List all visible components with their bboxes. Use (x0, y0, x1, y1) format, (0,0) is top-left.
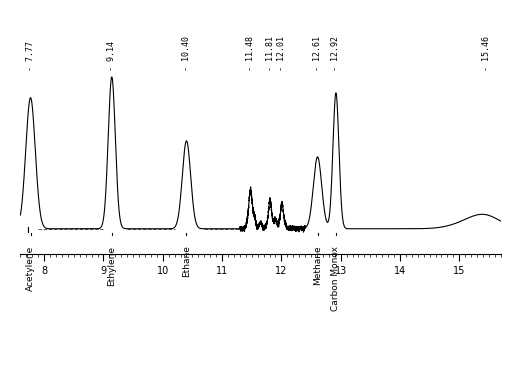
Text: - 11.81: - 11.81 (266, 36, 274, 71)
Text: - 12.92: - 12.92 (332, 36, 340, 71)
Text: Carbon Monox: Carbon Monox (332, 245, 340, 310)
Text: - 15.46: - 15.46 (482, 36, 491, 71)
Text: - 7.77: - 7.77 (26, 40, 35, 71)
Text: Acetylene: Acetylene (26, 245, 35, 291)
Text: Ethylene: Ethylene (107, 245, 117, 285)
Text: - 12.61: - 12.61 (313, 36, 322, 71)
Text: - 12.01: - 12.01 (277, 36, 287, 71)
Text: - 11.48: - 11.48 (246, 36, 255, 71)
Text: Ethane: Ethane (182, 245, 191, 278)
Text: Methane: Methane (313, 245, 322, 285)
Text: - 10.40: - 10.40 (182, 36, 191, 71)
Text: - 9.14: - 9.14 (107, 40, 117, 71)
